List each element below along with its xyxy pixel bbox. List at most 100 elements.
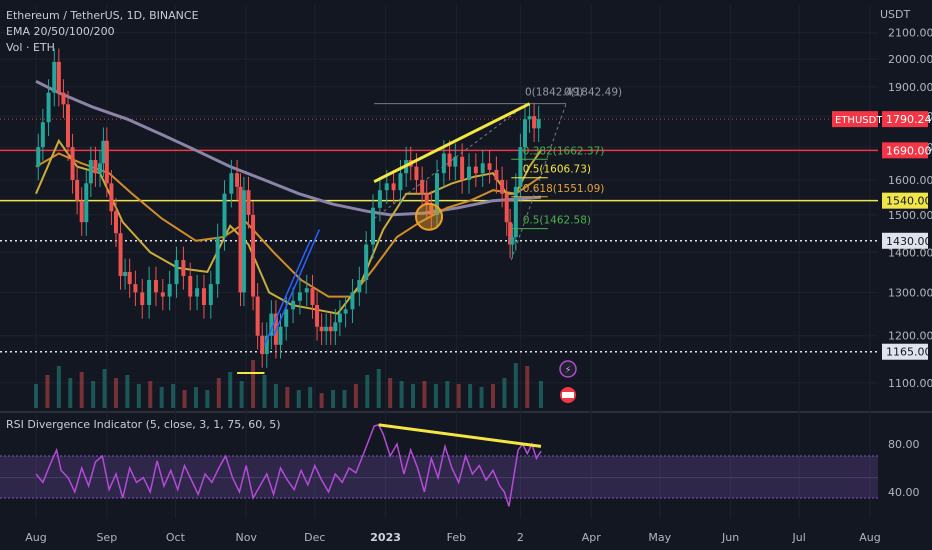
time-tick-label: Jun: [721, 531, 739, 544]
candle-body: [229, 173, 234, 194]
time-tick-label: May: [648, 531, 671, 544]
volume-bar: [456, 384, 461, 408]
candle-body: [109, 183, 114, 212]
volume-bar: [91, 381, 96, 408]
fib-label: 0(1842.49): [525, 87, 583, 99]
candle-body: [441, 153, 446, 174]
candle-body: [343, 309, 348, 314]
candle-body: [188, 275, 193, 297]
volume-bar: [525, 366, 530, 408]
rising-trendline: [373, 102, 531, 183]
rsi-line: [35, 423, 542, 507]
volume-bar: [262, 375, 267, 408]
rsi-legend[interactable]: RSI Divergence Indicator (5, close, 3, 1…: [6, 418, 281, 431]
rsi-divergence-line: [378, 423, 542, 448]
candle-body: [391, 183, 396, 191]
candle-body: [536, 119, 541, 129]
candle-body: [447, 153, 452, 167]
fib-levels: 0(1842.49)0(1842.49) 0.382(1662.37) 0.5(16…: [373, 87, 622, 261]
volume-bar: [45, 375, 50, 408]
fib-trend-dashed: [510, 103, 567, 261]
time-tick-label: Jul: [792, 531, 806, 544]
symbol-title[interactable]: Ethereum / TetherUS, 1D, BINANCE: [6, 9, 199, 22]
candle-body: [70, 147, 75, 180]
candle-body: [518, 147, 523, 187]
currency-unit: USDT: [880, 8, 911, 21]
candle-body: [147, 280, 152, 306]
volume-bar: [193, 387, 198, 408]
candle-body: [480, 163, 485, 174]
ema200-line: [35, 79, 542, 217]
volume-bar: [251, 360, 256, 408]
price-line: [36, 48, 541, 368]
volume-bar: [148, 381, 153, 408]
candle-body: [333, 322, 338, 332]
channel-line: [263, 240, 311, 346]
fib-trend-dashed: [373, 103, 528, 219]
chart-legend: Ethereum / TetherUS, 1D, BINANCE EMA 20/…: [6, 8, 199, 56]
candle-body: [118, 233, 123, 276]
volume-bar: [399, 381, 404, 408]
volume-bar: [433, 384, 438, 408]
fib-label: 0.5(1606.73): [523, 164, 591, 176]
candle-body: [181, 260, 186, 276]
price-tick-label: 2100.00: [888, 27, 932, 40]
volume-bar: [34, 384, 38, 408]
volume-bar: [479, 387, 484, 408]
candle-body: [222, 193, 227, 238]
candle-body: [466, 166, 471, 180]
ema-lines: [35, 79, 542, 315]
volume-bar: [422, 381, 427, 408]
volume-bar: [353, 384, 358, 408]
level-price-label: 1430.00: [886, 235, 932, 248]
volume-bar: [205, 390, 210, 408]
candle-body: [235, 173, 240, 187]
price-tick-label: 1400.00: [888, 246, 932, 259]
candle-body: [208, 284, 213, 306]
level-price-label: 1540.00: [886, 195, 932, 208]
price-tick-label: 1500.00: [888, 209, 932, 222]
candle-body: [494, 169, 499, 180]
volume-bar: [376, 369, 381, 408]
time-tick-label: 2023: [370, 531, 401, 544]
candle-body: [350, 292, 355, 310]
ema-legend[interactable]: EMA 20/50/100/200: [6, 25, 115, 38]
candle-body: [255, 296, 260, 336]
volume-bar: [136, 384, 141, 408]
candle-body: [473, 166, 478, 174]
candle-body: [75, 179, 80, 201]
candle-body: [319, 326, 324, 332]
candle-body: [460, 156, 465, 180]
candle-body: [377, 190, 382, 208]
volume-bar: [125, 375, 130, 408]
candle-body: [260, 335, 265, 355]
candle-body: [215, 237, 220, 285]
candle-body: [56, 61, 61, 93]
volume-bar: [308, 387, 313, 408]
candle-body: [527, 116, 532, 120]
candle-body: [84, 183, 89, 223]
candle-body: [93, 160, 98, 174]
volume-bar: [79, 372, 84, 408]
candle-body: [508, 222, 513, 245]
time-tick-label: Oct: [166, 531, 186, 544]
volume-bar: [159, 387, 164, 408]
flash-glyph: ⚡: [564, 365, 571, 376]
candle-body: [238, 186, 243, 293]
price-tick-label: 1200.00: [888, 330, 932, 343]
fib-label: 0.5(1462.58): [523, 215, 591, 227]
candle-body: [88, 160, 93, 184]
volume-bar: [502, 378, 507, 408]
candle-body: [510, 237, 515, 245]
candle-body: [398, 173, 403, 191]
candle-body: [532, 116, 537, 129]
time-tick-label: Nov: [235, 531, 257, 544]
volume-legend[interactable]: Vol · ETH: [6, 41, 55, 54]
candle-body: [61, 92, 66, 105]
time-tick-label: Aug: [859, 531, 880, 544]
fib-label: 0(1842.49): [564, 87, 622, 99]
level-price-label: 1690.00: [886, 144, 932, 157]
volume-bar: [228, 372, 233, 408]
price-tick-label: 1600.00: [888, 174, 932, 187]
